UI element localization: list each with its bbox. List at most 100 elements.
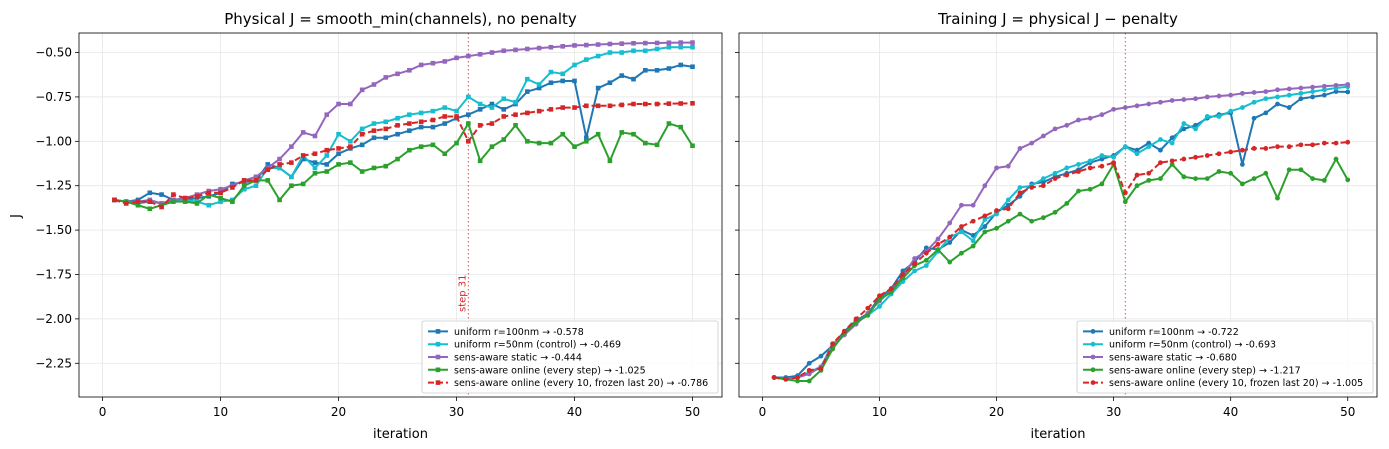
data-point bbox=[1146, 101, 1152, 107]
data-point bbox=[300, 130, 306, 135]
x-tick-label: 20 bbox=[331, 405, 346, 419]
data-point bbox=[1204, 153, 1210, 158]
data-point bbox=[1239, 90, 1245, 96]
data-point bbox=[407, 112, 412, 117]
data-point bbox=[1251, 115, 1257, 121]
data-point bbox=[1310, 142, 1316, 148]
data-point bbox=[312, 133, 318, 139]
data-point bbox=[1216, 114, 1222, 119]
data-point bbox=[795, 375, 800, 380]
data-point bbox=[1263, 110, 1269, 116]
data-point bbox=[536, 140, 542, 146]
legend-label: sens-aware online (every step) → -1.217 bbox=[1109, 365, 1301, 376]
data-point bbox=[477, 158, 483, 164]
data-point bbox=[312, 165, 318, 171]
data-point bbox=[230, 185, 235, 190]
data-point bbox=[277, 197, 282, 203]
data-point bbox=[489, 144, 495, 149]
y-axis-label: J bbox=[9, 214, 24, 219]
data-point bbox=[135, 202, 141, 208]
data-point bbox=[336, 101, 341, 107]
data-point bbox=[1193, 126, 1198, 132]
data-point bbox=[525, 139, 530, 144]
data-point bbox=[477, 52, 483, 57]
data-point bbox=[171, 199, 176, 204]
data-point bbox=[654, 101, 660, 107]
data-point bbox=[1087, 115, 1093, 121]
x-tick-label: 30 bbox=[449, 405, 464, 419]
data-point bbox=[1263, 96, 1269, 102]
data-point bbox=[982, 183, 988, 189]
data-point bbox=[643, 101, 648, 107]
data-point bbox=[277, 156, 282, 162]
x-tick-label: 10 bbox=[872, 405, 887, 419]
legend-label: uniform r=100nm → -0.578 bbox=[454, 327, 584, 338]
series-0 bbox=[112, 62, 695, 204]
data-point bbox=[336, 151, 341, 157]
data-point bbox=[643, 48, 648, 54]
plot-frame bbox=[738, 32, 1378, 398]
x-tick-label: 10 bbox=[213, 405, 228, 419]
data-point bbox=[253, 183, 259, 189]
data-point bbox=[371, 135, 377, 141]
legend-label: sens-aware static → -0.680 bbox=[1109, 353, 1237, 364]
data-point bbox=[771, 375, 777, 380]
data-point bbox=[407, 121, 412, 126]
data-point bbox=[1076, 169, 1081, 174]
data-point bbox=[1005, 218, 1011, 224]
data-point bbox=[1298, 96, 1304, 102]
chart-training-j: Training J = physical J − penalty iterat… bbox=[735, 10, 1378, 442]
data-point bbox=[182, 195, 188, 201]
data-point bbox=[513, 99, 518, 105]
data-point bbox=[572, 43, 577, 48]
data-point bbox=[1052, 126, 1058, 132]
data-point bbox=[359, 169, 365, 174]
data-point bbox=[442, 121, 448, 126]
data-point bbox=[418, 119, 424, 125]
data-point bbox=[1122, 105, 1128, 110]
data-point bbox=[383, 126, 389, 132]
data-point bbox=[806, 371, 812, 377]
data-point bbox=[1087, 158, 1093, 164]
data-point bbox=[959, 229, 964, 235]
data-point bbox=[1216, 169, 1222, 174]
data-point bbox=[1286, 144, 1292, 150]
data-point bbox=[218, 190, 223, 196]
data-point bbox=[1029, 140, 1035, 146]
data-point bbox=[877, 293, 882, 299]
data-point bbox=[595, 103, 601, 109]
data-point bbox=[489, 50, 495, 55]
data-point bbox=[619, 130, 625, 135]
data-point bbox=[572, 105, 577, 110]
data-point bbox=[1122, 144, 1128, 150]
data-point bbox=[1158, 160, 1163, 166]
data-point bbox=[194, 201, 200, 206]
data-point bbox=[454, 55, 459, 61]
data-point bbox=[994, 165, 999, 171]
data-point bbox=[1169, 140, 1175, 146]
legend-label: sens-aware static → -0.444 bbox=[454, 353, 582, 364]
data-point bbox=[1122, 199, 1128, 205]
data-point bbox=[501, 107, 507, 112]
data-point bbox=[690, 64, 695, 70]
data-point bbox=[1052, 170, 1058, 176]
data-point bbox=[877, 296, 882, 302]
data-point bbox=[619, 73, 625, 78]
data-point bbox=[1298, 167, 1304, 173]
data-point bbox=[982, 224, 988, 229]
data-point bbox=[1146, 140, 1152, 146]
data-point bbox=[1099, 156, 1105, 162]
data-point bbox=[631, 48, 636, 54]
data-point bbox=[1204, 176, 1210, 182]
data-point bbox=[959, 250, 964, 256]
data-point bbox=[513, 123, 518, 128]
data-point bbox=[218, 186, 223, 192]
data-point bbox=[1064, 122, 1070, 128]
data-point bbox=[312, 151, 318, 157]
data-point bbox=[489, 121, 495, 126]
data-point bbox=[501, 96, 507, 101]
data-point bbox=[912, 261, 917, 267]
data-point bbox=[348, 144, 353, 149]
data-point bbox=[643, 40, 648, 46]
